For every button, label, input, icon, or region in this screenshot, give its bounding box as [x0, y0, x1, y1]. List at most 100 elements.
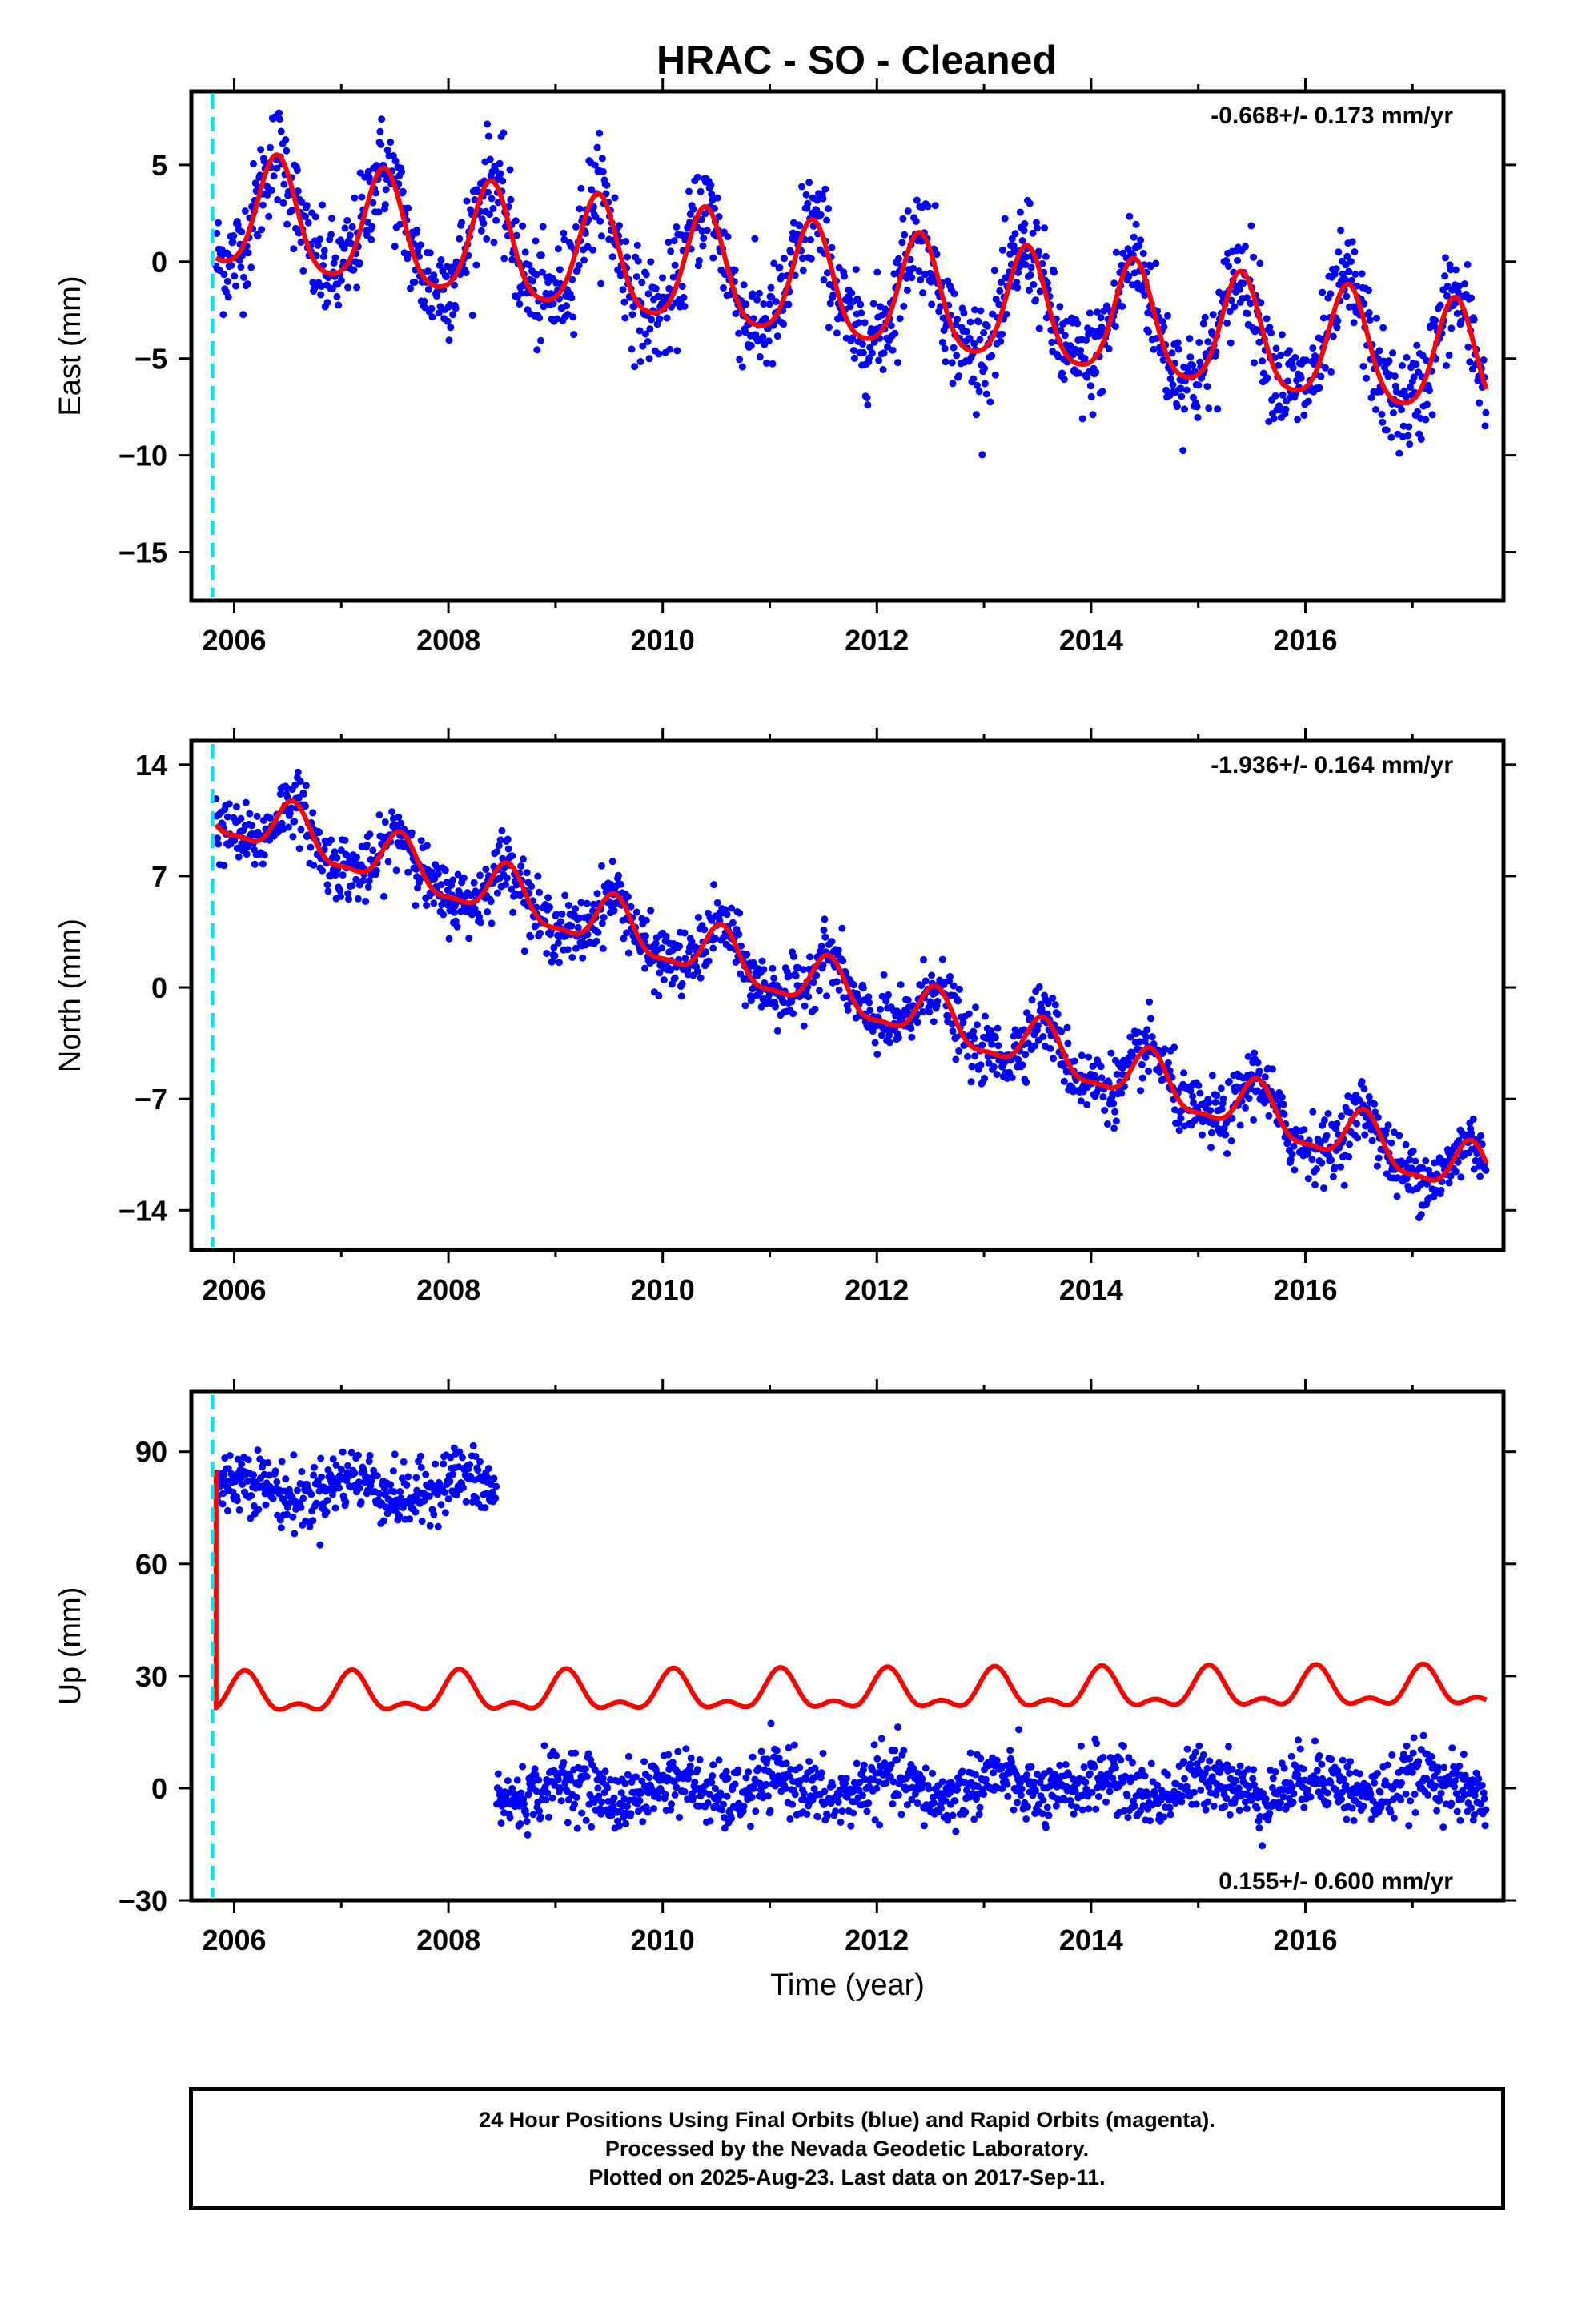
- east-data-point: [960, 309, 968, 317]
- up-data-point: [673, 1783, 681, 1791]
- east-data-point: [1342, 261, 1350, 269]
- east-data-point: [376, 127, 384, 135]
- north-data-point: [1419, 1164, 1427, 1172]
- up-data-point: [255, 1506, 263, 1514]
- east-data-point: [646, 325, 654, 333]
- east-data-point: [636, 327, 644, 335]
- north-data-point: [877, 1005, 884, 1013]
- up-data-point: [536, 1807, 544, 1815]
- up-data-point: [847, 1822, 855, 1830]
- east-y-axis-label: East (mm): [54, 275, 87, 416]
- east-data-point: [279, 199, 287, 207]
- up-data-point: [829, 1782, 837, 1790]
- up-data-point: [609, 1803, 617, 1811]
- east-data-point: [1464, 343, 1472, 351]
- north-data-point: [977, 1061, 985, 1069]
- north-data-point: [1145, 1068, 1153, 1075]
- up-data-point: [462, 1498, 470, 1506]
- east-data-point: [1226, 308, 1234, 316]
- north-data-point: [693, 967, 701, 975]
- up-data-point: [224, 1465, 232, 1473]
- east-data-point: [569, 313, 577, 321]
- east-data-point: [1256, 259, 1264, 267]
- up-data-point: [1181, 1775, 1188, 1783]
- east-data-point: [1223, 319, 1231, 327]
- east-data-point: [659, 274, 666, 282]
- north-data-point: [1373, 1162, 1381, 1170]
- east-data-point: [1181, 405, 1188, 413]
- east-data-point: [950, 290, 958, 298]
- up-data-point: [238, 1460, 246, 1468]
- east-data-point: [740, 281, 748, 289]
- east-data-point: [1186, 353, 1195, 361]
- north-data-point: [723, 911, 731, 919]
- east-data-point: [554, 245, 562, 253]
- east-data-point: [1428, 411, 1436, 419]
- north-data-point: [930, 1018, 938, 1026]
- east-data-point: [724, 233, 732, 241]
- up-data-point: [1098, 1783, 1106, 1791]
- east-data-point: [367, 236, 375, 243]
- up-data-point: [1093, 1739, 1101, 1747]
- north-data-point: [770, 975, 778, 982]
- north-data-point: [1337, 1163, 1345, 1171]
- north-data-point: [678, 979, 686, 987]
- north-data-point: [972, 1003, 979, 1011]
- north-data-point: [520, 855, 527, 863]
- east-data-point: [568, 275, 576, 283]
- up-data-point: [817, 1769, 825, 1777]
- north-data-point: [1101, 1107, 1109, 1114]
- east-data-point: [230, 232, 238, 239]
- north-data-point: [1079, 1088, 1087, 1096]
- north-data-point: [296, 778, 304, 786]
- up-data-point: [805, 1758, 813, 1765]
- north-data-point: [388, 808, 396, 816]
- north-data-point: [470, 879, 478, 887]
- up-data-point: [722, 1767, 730, 1775]
- east-data-point: [396, 220, 404, 228]
- east-data-point: [247, 263, 255, 271]
- up-data-point: [972, 1771, 979, 1779]
- east-data-point: [1378, 410, 1386, 418]
- north-data-point: [1143, 1026, 1151, 1034]
- east-data-point: [1021, 219, 1029, 227]
- north-data-point: [223, 813, 231, 821]
- up-data-point: [1226, 1811, 1234, 1819]
- north-data-point: [981, 1075, 988, 1082]
- up-data-point: [757, 1747, 765, 1755]
- north-data-point: [1393, 1192, 1401, 1200]
- up-data-point: [1125, 1754, 1133, 1762]
- north-data-point: [484, 908, 492, 916]
- north-data-point: [1476, 1172, 1484, 1180]
- east-data-point: [1186, 335, 1194, 343]
- east-data-point: [1025, 287, 1033, 295]
- up-data-point: [1106, 1787, 1114, 1795]
- north-data-point: [991, 1034, 999, 1042]
- north-data-point: [1085, 1053, 1093, 1061]
- east-data-point: [1395, 449, 1403, 457]
- up-data-point: [856, 1779, 864, 1787]
- east-data-point: [880, 349, 888, 357]
- up-scatter-points: [212, 1441, 1490, 1850]
- up-data-point: [1205, 1783, 1213, 1791]
- north-data-point: [1199, 1131, 1206, 1139]
- north-data-point: [440, 911, 448, 919]
- north-data-point: [928, 971, 936, 979]
- up-data-point: [938, 1804, 945, 1812]
- north-data-point: [1180, 1069, 1188, 1077]
- east-data-point: [767, 283, 775, 292]
- east-data-point: [873, 268, 881, 276]
- east-data-point: [736, 356, 744, 364]
- east-data-point: [1333, 324, 1341, 332]
- up-data-point: [219, 1500, 227, 1508]
- north-data-point: [496, 836, 504, 844]
- east-data-point: [735, 329, 743, 337]
- east-data-point: [989, 310, 997, 318]
- north-data-point: [620, 935, 628, 943]
- east-data-point: [915, 267, 923, 275]
- up-data-point: [430, 1510, 438, 1518]
- up-data-point: [734, 1766, 742, 1774]
- east-data-point: [755, 289, 763, 297]
- north-data-point: [503, 874, 511, 882]
- east-data-point: [825, 324, 833, 332]
